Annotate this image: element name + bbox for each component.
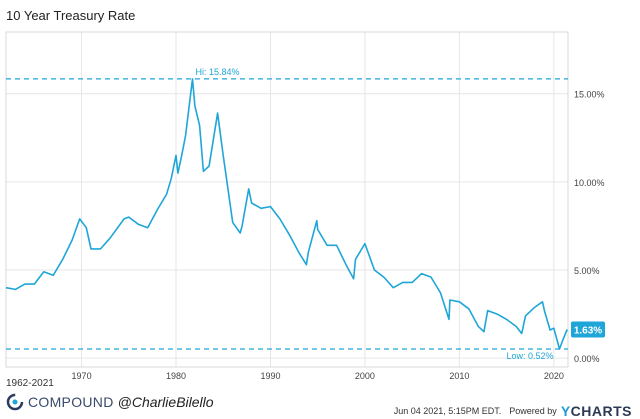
y-tick-label: 5.00% bbox=[574, 266, 600, 276]
compound-wordmark: COMPOUND bbox=[28, 394, 114, 410]
x-tick-label: 2010 bbox=[449, 371, 469, 381]
powered-by-label: Powered by bbox=[509, 406, 557, 416]
series-10yr-rate bbox=[5, 78, 568, 350]
date-range-label: 1962-2021 bbox=[6, 378, 54, 389]
x-tick-label: 2000 bbox=[355, 371, 375, 381]
timestamp: Jun 04 2021, 5:15PM EDT. bbox=[393, 406, 502, 416]
y-tick-label: 10.00% bbox=[574, 178, 605, 188]
y-tick-label: 0.00% bbox=[574, 354, 600, 364]
ycharts-logo: YCHARTS bbox=[560, 403, 632, 419]
axes: 0.00% 5.00% 10.00% 15.00% 1970 1980 1990 2000 20… bbox=[5, 31, 605, 381]
author-handle: @CharlieBilello bbox=[117, 394, 214, 410]
plot-border bbox=[5, 31, 569, 368]
reference-lines bbox=[6, 78, 568, 350]
grid bbox=[6, 32, 568, 367]
last-value-badge bbox=[571, 321, 605, 338]
footer: Jun 04 2021, 5:15PM EDT. Powered by YCHA… bbox=[394, 403, 632, 419]
compound-logo-icon bbox=[6, 393, 24, 411]
series-line bbox=[5, 78, 568, 350]
chart-title: 10 Year Treasury Rate bbox=[6, 8, 136, 23]
last-value-label: 1.63% bbox=[574, 325, 602, 336]
x-tick-label: 1970 bbox=[72, 371, 92, 381]
low-label: Low: 0.52% bbox=[506, 351, 553, 361]
brand: COMPOUND @CharlieBilello bbox=[6, 393, 214, 411]
high-label: Hi: 15.84% bbox=[196, 67, 240, 77]
y-tick-label: 15.00% bbox=[574, 90, 605, 100]
x-tick-label: 2020 bbox=[544, 371, 564, 381]
x-tick-label: 1990 bbox=[260, 371, 280, 381]
x-tick-label: 1980 bbox=[166, 371, 186, 381]
annotations: Hi: 15.84% Low: 0.52% 1.63% bbox=[196, 67, 605, 361]
